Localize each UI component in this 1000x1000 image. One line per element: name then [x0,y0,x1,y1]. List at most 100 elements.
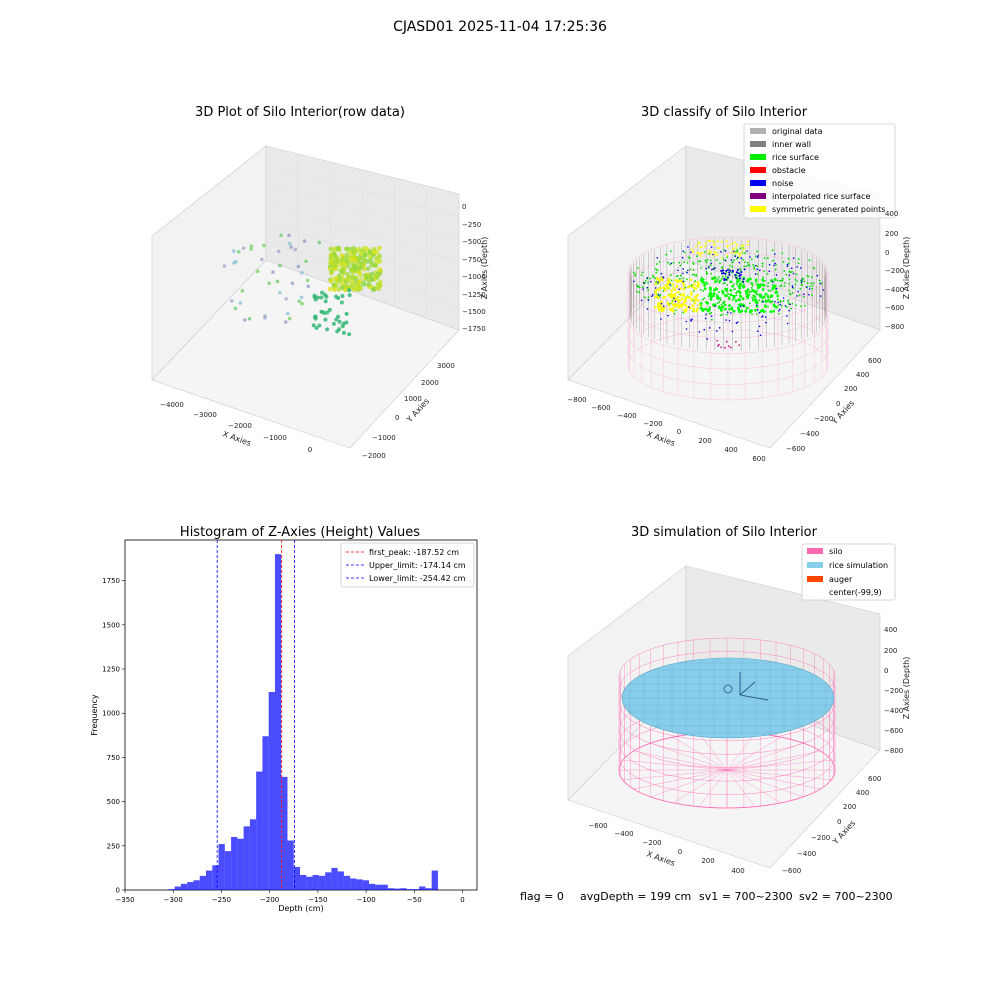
raw-point [377,279,383,284]
rice-surface-point [753,295,757,299]
rice-surface-point [703,297,706,300]
classify-ztick: 0 [885,249,889,257]
obstacle-point [724,346,727,349]
rice-surface-point [748,310,752,314]
simulation-xlabel: X Axies [645,849,676,868]
noise-point [734,255,736,258]
noise-point [657,294,660,296]
rice-surface-point [733,288,736,291]
histogram-bar [425,888,432,890]
rice-surface-point [708,312,711,315]
rice-surface-point [789,293,792,296]
rice-surface-point [731,265,734,268]
classify-ztick: −400 [885,286,904,294]
raw-point [339,269,345,275]
symmetric-point [657,288,660,292]
noise-point [742,280,745,283]
rice-surface-point [636,290,639,293]
histogram-xtick-label: −100 [356,896,375,904]
noise-point [728,271,731,274]
rice-surface-point [737,278,741,282]
symmetric-point [688,285,691,288]
rice-surface-point [799,287,802,290]
symmetric-point [746,240,750,243]
noise-point [743,268,746,271]
rice-surface-point [716,278,719,281]
symmetric-point [694,295,697,299]
histogram-bar [400,888,407,890]
rice-surface-point [803,280,806,283]
symmetric-point [691,304,695,307]
rice-surface-point [748,302,751,305]
raw-point [372,263,378,268]
symmetric-point [664,284,668,287]
rice-surface-point [669,250,672,253]
raw-3d-box [151,145,460,449]
noise-point [706,338,708,340]
rice-surface-point [705,281,709,285]
rice-surface-point [791,302,794,305]
rice-surface-point [788,282,791,285]
rice-surface-point [729,280,733,284]
raw-point [260,257,264,262]
noise-point [736,321,739,324]
raw-point [371,249,377,255]
noise-point [654,287,657,289]
histogram-bar [274,554,282,890]
noise-point [777,301,780,304]
noise-point [685,328,688,330]
legend-label: symmetric generated points [772,205,885,214]
rice-surface-point [683,261,685,263]
rice-surface-point [717,305,721,309]
noise-point [662,276,665,279]
noise-point [756,330,759,333]
raw-point [317,240,322,245]
rice-surface-point [705,261,708,264]
rice-surface-point [706,272,709,275]
legend-label: inner wall [772,140,811,149]
symmetric-point [684,297,687,301]
symmetric-point [682,287,686,291]
rice-surface-point [710,272,713,275]
rice-surface-point [682,311,685,314]
noise-point [788,274,791,277]
rice-surface-point [810,282,812,285]
rice-surface-point [787,299,789,302]
raw-point [377,271,383,276]
symmetric-point [692,307,695,310]
rice-surface-point [770,280,773,283]
symmetric-point [716,239,719,243]
raw-point [271,270,275,275]
symmetric-point [691,251,695,254]
rice-surface-point [738,286,742,290]
noise-point [731,330,734,333]
rice-surface-point [795,273,798,276]
symmetric-point [684,304,687,307]
histogram-ytick-label: 1000 [102,710,120,718]
simulation-ylabel: Y Axies [830,819,857,847]
raw-point [328,278,334,284]
symmetric-point [671,307,674,310]
symmetric-point [696,251,699,254]
symmetric-point [699,252,702,255]
rice-surface-point [754,255,757,258]
rice-surface-point [709,264,712,266]
histogram-bar [406,889,413,890]
rice-surface-point [733,259,735,262]
symmetric-point [681,303,685,306]
noise-point [730,312,732,314]
histogram-bar [362,880,369,890]
rice-surface-point [721,289,724,293]
symmetric-point [688,306,692,310]
noise-point [819,295,822,297]
noise-point [754,273,757,275]
rice-surface-point [687,256,690,259]
rice-surface-point [726,256,729,259]
symmetric-point [684,309,688,312]
raw-point [377,258,382,264]
symmetric-point [694,287,698,290]
noise-point [801,279,803,281]
symmetric-point [694,245,698,248]
rice-surface-point [761,309,764,313]
classify-ztick: −600 [885,304,904,312]
